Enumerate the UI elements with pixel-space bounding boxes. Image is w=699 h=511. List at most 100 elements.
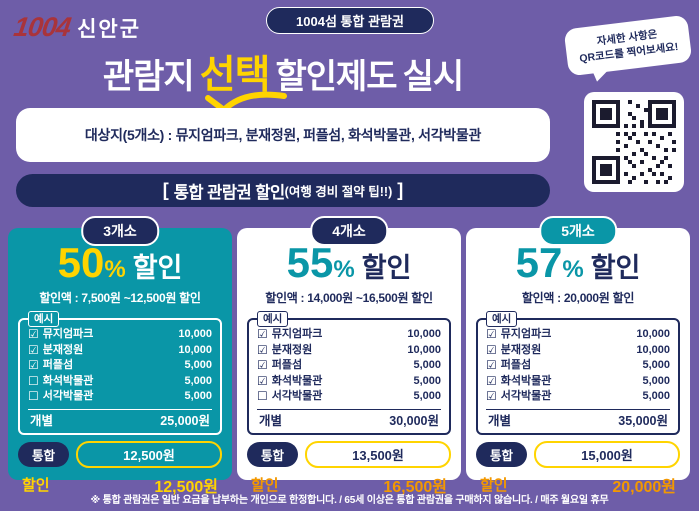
checkbox-icon: ☑	[257, 327, 268, 341]
price-card-5: 5개소 57% 할인 할인액 : 20,000원 할인 예시 ☑ 뮤지엄파크 10,0…	[466, 216, 690, 496]
top-badge: 1004섬 통합 관람권	[266, 7, 434, 34]
example-label: 예시	[28, 311, 60, 327]
discount-row: 할인 16,500원	[251, 473, 447, 497]
discount-row: 할인 20,000원	[480, 473, 676, 497]
price-card-4: 4개소 55% 할인 할인액 : 14,000원 ~16,500원 할인 예시 ☑…	[237, 216, 461, 496]
section-subtitle: (여행 경비 절약 팁!!)	[284, 185, 393, 199]
item-name: 분재정원	[271, 343, 313, 356]
item-name: 화석박물관	[271, 374, 323, 387]
checklist-item: ☑ 서각박물관 5,000	[486, 389, 670, 405]
checklist-item: ☑ 분재정원 10,000	[28, 343, 212, 359]
checkbox-icon: ☑	[28, 327, 39, 341]
percent-sign: %	[562, 256, 584, 283]
item-price: 5,000	[642, 359, 670, 371]
combo-value-box: 12,500원	[76, 440, 222, 468]
card-badge: 4개소	[310, 216, 388, 246]
checkbox-icon: ☐	[28, 389, 39, 403]
checklist-item: ☑ 뮤지엄파크 10,000	[257, 327, 441, 343]
shinan-county-logo: 1004 신안군	[11, 12, 142, 43]
item-price: 5,000	[184, 390, 212, 402]
item-price: 10,000	[636, 343, 670, 356]
percent-row: 57% 할인	[466, 242, 690, 284]
logo-1004-text: 1004	[11, 12, 73, 42]
percent-suffix: 할인	[361, 253, 412, 283]
checklist-item: ☑ 화석박물관 5,000	[486, 374, 670, 390]
checklist-item: ☑ 퍼플섬 5,000	[257, 358, 441, 374]
discount-value: 12,500원	[154, 478, 218, 496]
combo-value-box: 15,000원	[534, 440, 680, 468]
discount-label: 할인	[251, 477, 279, 494]
item-price: 5,000	[413, 359, 441, 371]
combo-row: 통합 13,500원	[247, 440, 451, 468]
item-price: 10,000	[407, 328, 441, 340]
section-title: 통합 관람권 할인	[173, 183, 285, 202]
item-name: 서각박물관	[42, 390, 94, 402]
card-badge: 3개소	[81, 216, 159, 246]
percent-row: 50% 할인	[8, 242, 232, 284]
item-price: 5,000	[413, 374, 441, 387]
bracket-left: [	[162, 180, 169, 200]
checkbox-icon: ☑	[28, 342, 39, 357]
checkbox-icon: ☑	[486, 373, 497, 388]
price-card-3: 3개소 50% 할인 할인액 : 7,500원 ~12,500원 할인 예시 ☑ 뮤…	[8, 216, 232, 496]
title-highlight: 선택	[199, 44, 287, 114]
checkbox-icon: ☑	[486, 327, 497, 341]
checklist-item: ☑ 뮤지엄파크 10,000	[486, 327, 670, 343]
individual-row: 개별 25,000원	[28, 408, 212, 429]
item-name: 퍼플섬	[42, 359, 74, 371]
individual-value: 25,000원	[160, 413, 210, 428]
footer-note: ※ 통합 관람권은 일반 요금을 납부하는 개인으로 한정합니다. / 65세 …	[90, 495, 609, 506]
discount-range: 할인액 : 7,500원 ~12,500원 할인	[39, 291, 201, 305]
percent-suffix: 할인	[132, 253, 183, 283]
example-box: 예시 ☑ 뮤지엄파크 10,000 ☑ 분재정원 10,000 ☑ 퍼플섬 5,000 ☐ 화…	[18, 311, 222, 435]
item-name: 퍼플섬	[271, 359, 303, 371]
combo-row: 통합 12,500원	[18, 440, 222, 468]
checklist-item: ☑ 분재정원 10,000	[257, 343, 441, 359]
item-name: 뮤지엄파크	[42, 328, 94, 340]
checkbox-icon: ☑	[257, 373, 268, 388]
discount-value: 16,500원	[383, 478, 447, 496]
item-price: 5,000	[642, 390, 670, 402]
discount-value: 20,000원	[612, 478, 676, 496]
item-name: 뮤지엄파크	[271, 328, 323, 340]
page-title: 관람지 선택 할인제도 실시	[0, 44, 566, 114]
item-name: 서각박물관	[271, 390, 323, 402]
combo-label: 통합	[476, 441, 528, 467]
combo-value-box: 13,500원	[305, 440, 451, 468]
target-sites-box: 대상지(5개소) : 뮤지엄파크, 분재정원, 퍼플섬, 화석박물관, 서각박물…	[16, 108, 550, 162]
item-price: 5,000	[642, 374, 670, 387]
item-name: 서각박물관	[500, 390, 552, 402]
checklist-item: ☑ 퍼플섬 5,000	[28, 358, 212, 374]
example-label: 예시	[257, 311, 289, 327]
combo-row: 통합 15,000원	[476, 440, 680, 468]
checklist-item: ☐ 화석박물관 5,000	[28, 374, 212, 390]
section-title-bar: [ 통합 관람권 할인 (여행 경비 절약 팁!!) ]	[16, 174, 550, 207]
checklist-item: ☑ 퍼플섬 5,000	[486, 358, 670, 374]
item-name: 화석박물관	[500, 374, 552, 387]
percent-value: 55	[286, 239, 334, 286]
individual-label: 개별	[259, 413, 283, 428]
discount-range: 할인액 : 14,000원 ~16,500원 할인	[265, 291, 433, 305]
checklist-item: ☑ 화석박물관 5,000	[257, 374, 441, 390]
discount-range: 할인액 : 20,000원 할인	[521, 291, 635, 305]
discount-label: 할인	[480, 477, 508, 494]
checklist-item: ☐ 서각박물관 5,000	[28, 389, 212, 405]
combo-label: 통합	[247, 441, 299, 467]
item-name: 분재정원	[500, 343, 542, 356]
discount-label: 할인	[22, 477, 50, 494]
checklist-item: ☑ 뮤지엄파크 10,000	[28, 327, 212, 343]
checklist-item: ☐ 서각박물관 5,000	[257, 389, 441, 405]
individual-label: 개별	[30, 413, 54, 428]
item-name: 분재정원	[42, 343, 84, 356]
qr-code-pattern	[592, 100, 676, 184]
discount-row: 할인 12,500원	[22, 473, 218, 497]
logo-county-name: 신안군	[77, 18, 142, 41]
individual-value: 35,000원	[618, 413, 668, 428]
checkbox-icon: ☑	[28, 358, 39, 372]
item-price: 10,000	[636, 328, 670, 340]
combo-label: 통합	[18, 441, 70, 467]
title-highlight-text: 선택	[199, 54, 271, 97]
checkbox-icon: ☑	[486, 358, 497, 372]
item-price: 5,000	[184, 374, 212, 387]
checkbox-icon: ☑	[257, 358, 268, 372]
